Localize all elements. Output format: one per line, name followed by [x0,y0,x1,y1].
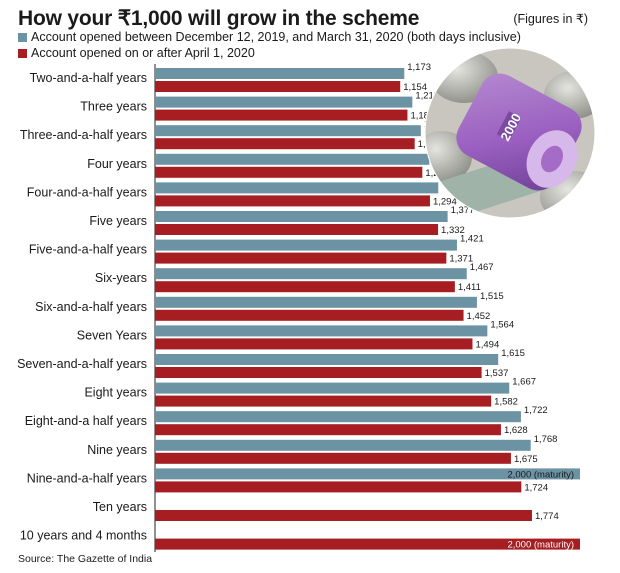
data-label: 1,537 [485,368,509,379]
bar-series-1 [155,96,413,108]
bar-series-1 [155,268,467,280]
category-label: Ten years [93,500,147,514]
data-label: 1,615 [501,348,525,359]
category-label: Four-and-a-half years [27,185,147,199]
data-label: 1,154 [403,82,427,93]
bar-series-1 [155,439,531,451]
data-label: 1,582 [494,397,518,408]
data-label: 1,768 [534,434,558,445]
category-label: Three years [80,100,147,114]
data-label: 1,564 [490,319,514,330]
data-label: 1,411 [458,282,481,293]
units-note: (Figures in ₹) [513,12,588,26]
bar-series-2 [155,510,532,521]
bar-series-1 [155,411,521,423]
bar-series-2 [155,538,580,550]
bar-series-1 [155,382,510,394]
bar-series-2 [155,195,430,207]
category-label: Seven-and-a-half years [17,357,147,371]
bar-series-2 [155,166,423,178]
bar-series-2 [155,224,439,235]
bar-series-2 [155,338,473,350]
bar-series-2 [155,481,522,493]
category-label: Six-and-a-half years [35,300,147,314]
data-label: 1,211 [415,91,438,102]
data-label: 1,294 [433,196,457,207]
data-label: 1,515 [480,291,504,302]
bar-series-1 [155,182,439,194]
bar-series-1 [155,125,421,137]
bar-series-2 [155,281,455,293]
category-label: 10 years and 4 months [20,529,147,543]
banknote-roll-photo: 2000 [424,47,596,219]
category-label: Eight-and-a half years [25,414,147,428]
category-label: Five-and-a-half years [29,243,147,257]
category-label: Eight years [84,386,147,400]
data-label: 1,628 [504,425,528,436]
bar-series-1 [155,468,580,480]
data-label: 1,452 [467,311,491,322]
bar-series-1 [155,211,448,222]
legend-swatch-series-1 [18,32,27,42]
data-label: 1,675 [514,454,538,465]
source-note: Source: The Gazette of India [18,553,153,565]
legend-label-series-2: Account opened on or after April 1, 2020 [31,46,255,60]
data-label: 2,000 (maturity) [507,469,574,480]
data-label: 1,377 [451,205,475,216]
category-label: Seven Years [77,328,147,342]
data-label: 1,332 [441,225,465,236]
bar-series-1 [155,354,499,365]
data-label: 1,173 [407,62,431,73]
bar-series-2 [155,252,447,264]
data-label: 1,774 [535,511,559,522]
bar-series-2 [155,367,482,378]
category-label: Five years [89,214,147,228]
legend-item-series-2: Account opened on or after April 1, 2020 [18,46,255,60]
bar-series-1 [155,296,477,308]
legend-label-series-1: Account opened between December 12, 2019… [31,30,521,44]
category-label: Two-and-a-half years [30,71,147,85]
category-label: Four years [87,157,147,171]
bar-series-2 [155,395,492,407]
data-label: 1,421 [460,234,484,245]
data-label: 1,371 [449,254,473,265]
bar-series-2 [155,109,408,121]
legend-item-series-1: Account opened between December 12, 2019… [18,30,521,44]
data-label: 1,667 [512,377,536,388]
data-label: 2,000 (maturity) [507,540,574,551]
category-label: Nine-and-a-half years [27,471,147,485]
bar-series-1 [155,68,405,79]
category-label: Six-years [95,271,147,285]
bar-series-1 [155,153,430,165]
data-label: 1,494 [475,339,499,350]
data-label: 1,188 [410,111,434,122]
bar-series-2 [155,138,415,150]
category-label: Three-and-a-half years [20,128,147,142]
bar-series-2 [155,309,464,321]
data-label: 1,724 [524,482,548,493]
bar-series-2 [155,452,511,464]
bar-series-2 [155,81,401,92]
data-label: 1,722 [524,405,548,416]
data-label: 1,467 [470,262,494,273]
bar-series-1 [155,325,488,337]
bar-series-1 [155,239,457,251]
chart-title: How your ₹1,000 will grow in the scheme [18,7,420,30]
legend-swatch-series-2 [18,48,27,58]
category-label: Nine years [87,443,147,457]
bar-series-2 [155,424,501,436]
